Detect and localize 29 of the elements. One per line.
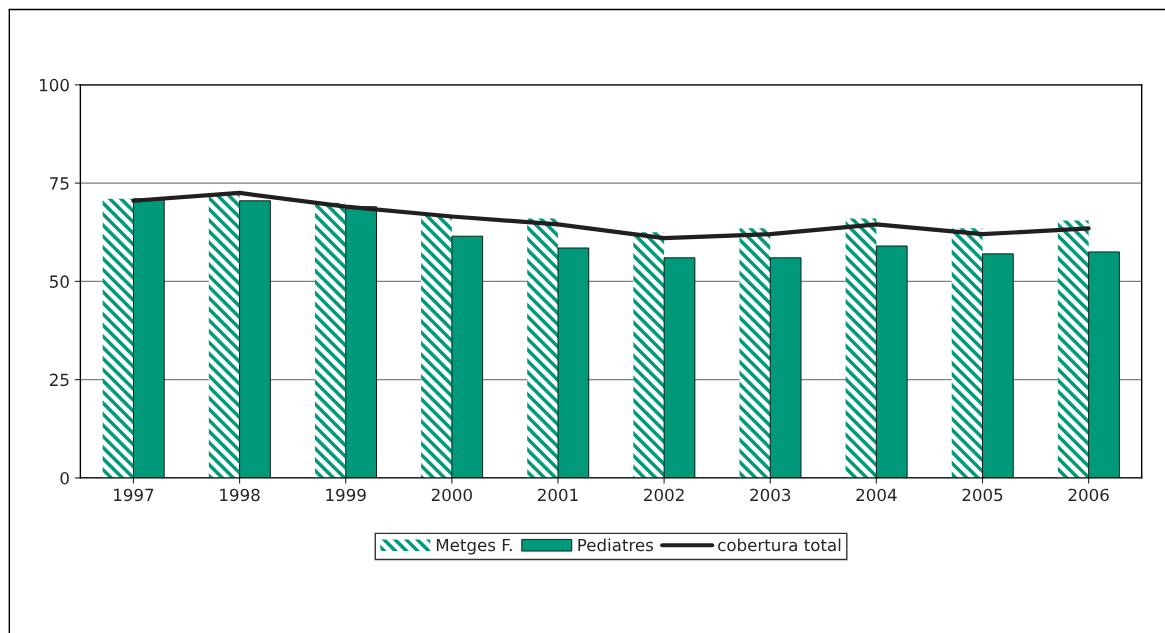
legend-label: Pediatres (578, 538, 654, 552)
x-tick-label: 2005 (962, 488, 1003, 502)
x-tick-label: 2006 (1068, 488, 1109, 502)
x-tick-label: 2002 (644, 488, 684, 502)
x-tick-label: 1998 (220, 488, 260, 502)
bar (951, 228, 983, 478)
legend-label: Metges F. (436, 538, 512, 555)
bar (421, 214, 452, 478)
x-tick-label: 2003 (750, 488, 791, 502)
y-tick-label: 50 (50, 275, 69, 288)
bar (739, 228, 771, 478)
y-tick-label: 25 (49, 373, 69, 387)
x-tick-label: 2004 (856, 488, 897, 502)
x-tick-label: 1999 (326, 488, 366, 502)
bar (208, 194, 240, 478)
bar (314, 202, 346, 478)
y-tick-label: 75 (50, 177, 69, 190)
bar (527, 218, 558, 478)
bar (633, 232, 665, 478)
y-tick-label: 0 (60, 471, 69, 485)
bar (845, 218, 877, 478)
x-tick-label: 2001 (537, 488, 578, 502)
x-tick-label: 1997 (114, 488, 154, 502)
legend-label: cobertura total (718, 538, 841, 552)
bar (102, 198, 134, 478)
line-series (131, 190, 1091, 241)
x-tick-label: 2000 (431, 488, 472, 502)
y-tick-label: 100 (39, 78, 69, 92)
bar (1057, 220, 1089, 478)
